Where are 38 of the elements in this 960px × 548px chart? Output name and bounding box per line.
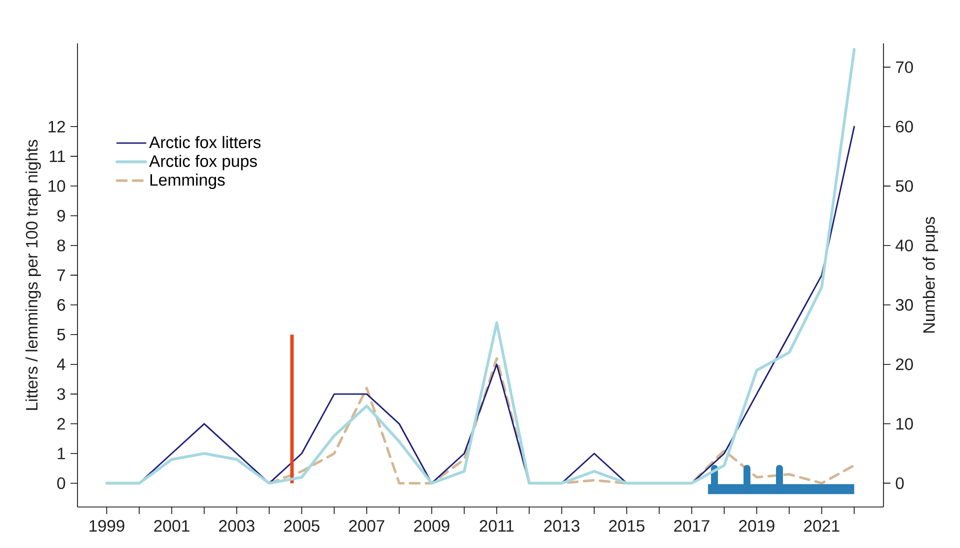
x-tick-label: 2009	[414, 520, 450, 532]
x-tick-label: 2007	[349, 520, 384, 532]
x-tick-label: 1999	[90, 520, 124, 532]
y-tick-label: 2	[57, 418, 65, 430]
y-tick-label: 4	[56, 358, 66, 370]
legend-label: Lemmings	[150, 174, 225, 190]
y-tick-label: 5	[57, 328, 66, 340]
y2-tick-label: 70	[896, 61, 913, 74]
y2-tick-label: 30	[896, 299, 913, 311]
x-tick-label: 2019	[739, 520, 774, 532]
y2-tick-label: 0	[896, 477, 904, 490]
y2-tick-label: 40	[896, 240, 913, 252]
x-tick-label: 2013	[544, 520, 580, 532]
y-axis-title: Litters / lemmings per 100 trap nights	[25, 140, 41, 410]
y-tick-label: 11	[50, 150, 65, 162]
y-tick-label: 3	[57, 388, 66, 400]
y-tick-label: 0	[57, 477, 66, 490]
y2-tick-label: 10	[896, 418, 913, 430]
legend-label: Arctic fox litters	[149, 136, 261, 148]
x-tick-label: 2001	[154, 520, 190, 532]
x-tick-label: 2011	[480, 520, 514, 532]
y-tick-label: 7	[57, 270, 65, 281]
x-tick-label: 2017	[674, 520, 710, 532]
y2-axis-title: Number of pups	[922, 217, 938, 333]
y-tick-label: 1	[58, 448, 65, 460]
y-tick-label: 6	[57, 299, 66, 311]
x-tick-label: 2003	[219, 520, 254, 532]
y-tick-label: 12	[48, 120, 65, 132]
x-tick-label: 2005	[284, 520, 320, 532]
legend-label: Arctic fox pups	[149, 154, 257, 170]
y2-tick-label: 20	[896, 358, 913, 370]
y2-tick-label: 60	[896, 120, 913, 132]
y-tick-label: 8	[57, 240, 66, 252]
y-tick-label: 10	[48, 180, 66, 192]
y-tick-label: 9	[57, 210, 65, 222]
x-tick-label: 2021	[804, 520, 840, 532]
x-tick-label: 2015	[609, 520, 644, 532]
y2-tick-label: 50	[896, 180, 913, 192]
